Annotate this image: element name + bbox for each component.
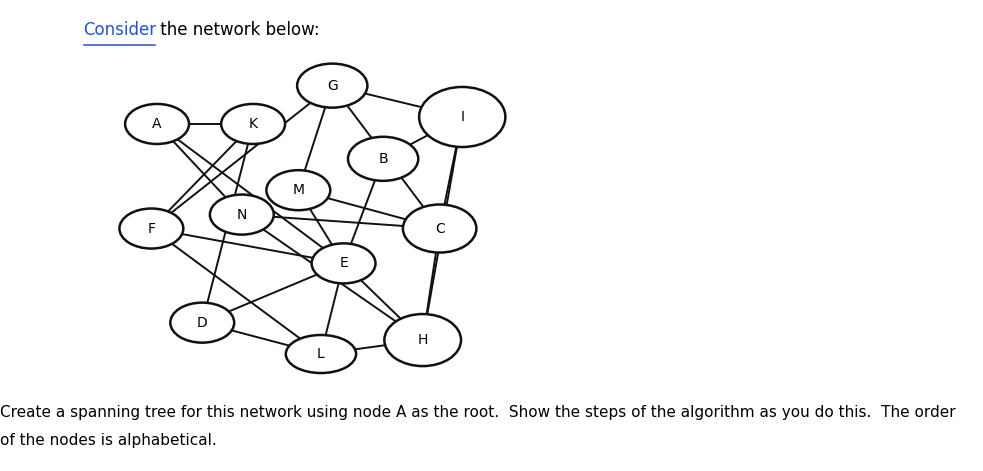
Text: the network below:: the network below: [155, 21, 319, 39]
Text: Consider: Consider [84, 21, 156, 39]
Ellipse shape [221, 104, 285, 144]
Ellipse shape [286, 335, 356, 373]
Ellipse shape [348, 137, 418, 181]
Text: N: N [237, 208, 247, 221]
Text: G: G [327, 79, 337, 93]
Text: B: B [378, 152, 388, 166]
Ellipse shape [266, 170, 330, 210]
Text: of the nodes is alphabetical.: of the nodes is alphabetical. [0, 433, 216, 448]
Ellipse shape [297, 64, 368, 108]
Ellipse shape [403, 204, 477, 252]
Ellipse shape [125, 104, 189, 144]
Text: K: K [249, 117, 258, 131]
Ellipse shape [120, 209, 183, 249]
Text: I: I [460, 110, 464, 124]
Text: A: A [152, 117, 162, 131]
Ellipse shape [170, 302, 234, 343]
Text: H: H [418, 333, 428, 347]
Text: L: L [318, 347, 324, 361]
Ellipse shape [312, 244, 376, 284]
Text: Create a spanning tree for this network using node A as the root.  Show the step: Create a spanning tree for this network … [0, 405, 955, 420]
Ellipse shape [384, 314, 461, 366]
Text: F: F [147, 221, 155, 236]
Text: M: M [292, 183, 305, 197]
Ellipse shape [210, 195, 273, 235]
Text: C: C [434, 221, 444, 236]
Text: D: D [197, 316, 207, 330]
Text: E: E [339, 256, 348, 270]
Ellipse shape [419, 87, 505, 147]
